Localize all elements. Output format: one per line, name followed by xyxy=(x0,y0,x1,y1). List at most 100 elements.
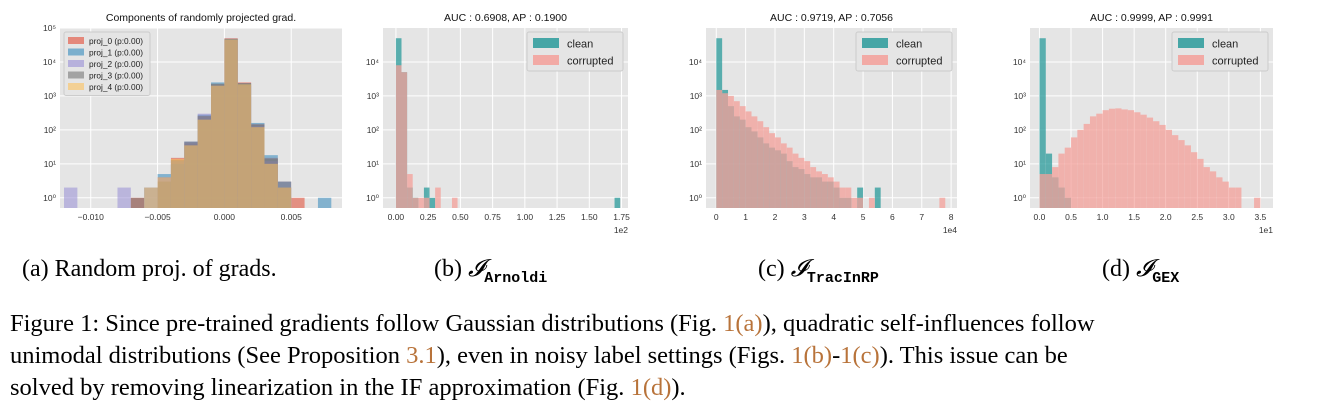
legend-label: proj_0 (p:0.00) xyxy=(89,36,143,46)
y-tick-label: 10⁴ xyxy=(366,57,379,67)
histogram-bar xyxy=(816,171,822,208)
histogram-bar xyxy=(264,163,278,208)
y-tick-label: 10⁵ xyxy=(43,23,56,33)
fig-ref-link[interactable]: 1(a) xyxy=(723,310,763,337)
histogram-bar xyxy=(1178,140,1185,208)
x-tick-label: 2.0 xyxy=(1160,212,1172,222)
histogram-bar xyxy=(821,174,828,208)
x-offset-label: 1e4 xyxy=(943,225,957,235)
histogram-bar xyxy=(423,197,430,208)
chart-title: Components of randomly projected grad. xyxy=(106,12,296,24)
caption-seg-2-0: solved by removing linearization in the … xyxy=(10,374,631,401)
histogram-bar xyxy=(451,197,458,208)
histogram-bar xyxy=(1108,108,1116,208)
chart-panel-0: −0.010 −0.005 0.000 0.005 10⁰ 10¹ 10² 10³ 10⁴ 10⁵… xyxy=(43,12,342,222)
chart-title: AUC : 0.6908, AP : 0.1900 xyxy=(444,12,567,24)
subcaption-a-label: (a) Random proj. of grads. xyxy=(22,256,277,282)
subcaption-b: (b) 𝓘Arnoldi xyxy=(434,256,547,287)
histogram-bar xyxy=(728,95,734,208)
histogram-bar xyxy=(733,101,740,208)
subcaption-d: (d) 𝓘GEX xyxy=(1102,256,1179,287)
caption-seg-2-2: ). xyxy=(671,374,686,401)
legend: clean corrupted xyxy=(855,31,953,72)
subcaption-d-label: (d) xyxy=(1102,256,1136,282)
histogram-bar xyxy=(716,89,723,208)
histogram-bar xyxy=(868,197,875,208)
caption-seg-1-0: unimodal distributions (See Proposition xyxy=(10,342,407,369)
histogram-bar xyxy=(763,127,770,208)
proposition-ref-link[interactable]: 3.1 xyxy=(406,342,437,369)
histogram-bar xyxy=(317,197,332,208)
y-tick-label: 10¹ xyxy=(690,159,702,169)
series-corrupted xyxy=(1039,108,1261,208)
histogram-bar xyxy=(939,197,946,208)
histogram-bar xyxy=(130,197,145,208)
subcaption-a: (a) Random proj. of grads. xyxy=(22,256,277,283)
y-tick-label: 10³ xyxy=(1014,91,1026,101)
histogram-bar xyxy=(1127,110,1135,208)
fig-ref-link[interactable]: 1(d) xyxy=(630,374,672,401)
x-tick-label: 0.000 xyxy=(214,212,236,222)
legend-swatch xyxy=(68,60,84,67)
histogram-bar xyxy=(1209,171,1217,208)
legend-swatch xyxy=(862,55,888,65)
subcaption-c-subscript: TracInRP xyxy=(806,270,879,287)
legend-label: clean xyxy=(567,39,593,51)
y-tick-label: 10² xyxy=(367,125,379,135)
fig-ref-link[interactable]: 1(b) xyxy=(791,342,833,369)
figure-caption: Figure 1: Since pre-trained gradients fo… xyxy=(10,308,1315,404)
legend-label: corrupted xyxy=(567,56,613,68)
y-tick-label: 10¹ xyxy=(44,159,56,169)
chart-panel-3: 0.0 0.5 1.0 1.5 2.0 2.5 3.0 3.5 10⁰ 10¹ 10² 10³ 10⁴ A… xyxy=(1013,12,1273,235)
histogram-bar xyxy=(197,119,212,208)
histogram-bar xyxy=(798,157,805,208)
histogram-bar xyxy=(401,72,408,208)
y-tick-label: 10⁰ xyxy=(1013,193,1026,203)
caption-prefix: Figure 1: xyxy=(10,310,100,337)
histogram-bar xyxy=(1146,117,1154,208)
legend-swatch xyxy=(68,83,84,90)
chart-panel-2: 0 1 2 3 4 5 6 7 8 10⁰ 10¹ 10² 10³ 10⁴ AUC : 0.9719, AP… xyxy=(689,12,957,235)
fig-ref-link[interactable]: 1(c) xyxy=(840,342,880,369)
histogram-bar xyxy=(224,39,238,209)
histogram-bar xyxy=(810,167,817,208)
x-tick-label: 3.0 xyxy=(1223,212,1235,222)
histogram-bar xyxy=(845,187,852,208)
histogram-bar xyxy=(157,177,171,208)
histogram-bar xyxy=(435,187,441,208)
histogram-bar xyxy=(407,174,413,208)
legend-label: proj_4 (p:0.00) xyxy=(89,82,143,92)
legend-label: proj_2 (p:0.00) xyxy=(89,59,143,69)
histogram-bar xyxy=(412,197,419,208)
histogram-bar xyxy=(251,127,265,208)
histogram-bar xyxy=(874,187,881,208)
histogram-bar xyxy=(1235,187,1242,208)
legend-swatch xyxy=(68,37,84,44)
x-tick-label: 0.00 xyxy=(388,212,405,222)
legend-label: proj_1 (p:0.00) xyxy=(89,48,143,58)
histogram-bar xyxy=(277,187,292,208)
x-tick-label: 0 xyxy=(714,212,719,222)
histogram-bar xyxy=(1083,123,1090,208)
histogram-bar xyxy=(780,143,787,208)
histogram-bar xyxy=(1121,109,1128,208)
x-tick-label: −0.005 xyxy=(144,212,171,222)
histogram-bar xyxy=(774,137,781,208)
histogram-bar xyxy=(237,84,252,208)
caption-seg-0-2: ), quadratic self-influences follow xyxy=(762,310,1095,337)
x-tick-label: −0.010 xyxy=(78,212,105,222)
histogram-bar xyxy=(1071,137,1078,208)
histogram-bar xyxy=(1216,177,1223,208)
caption-line-2: unimodal distributions (See Proposition … xyxy=(10,340,1315,372)
caption-seg-1-6: ). This issue can be xyxy=(879,342,1068,369)
x-tick-label: 2.5 xyxy=(1191,212,1203,222)
legend-swatch xyxy=(1178,55,1204,65)
histogram-bar xyxy=(170,158,185,208)
histogram-bar xyxy=(839,187,846,208)
subcaption-b-label: (b) xyxy=(434,256,468,282)
histogram-bar xyxy=(291,197,305,208)
chart-title: AUC : 0.9999, AP : 0.9991 xyxy=(1090,12,1213,24)
histogram-bar xyxy=(1203,167,1210,208)
histogram-bar xyxy=(804,161,811,208)
histogram-bar xyxy=(1134,112,1141,208)
